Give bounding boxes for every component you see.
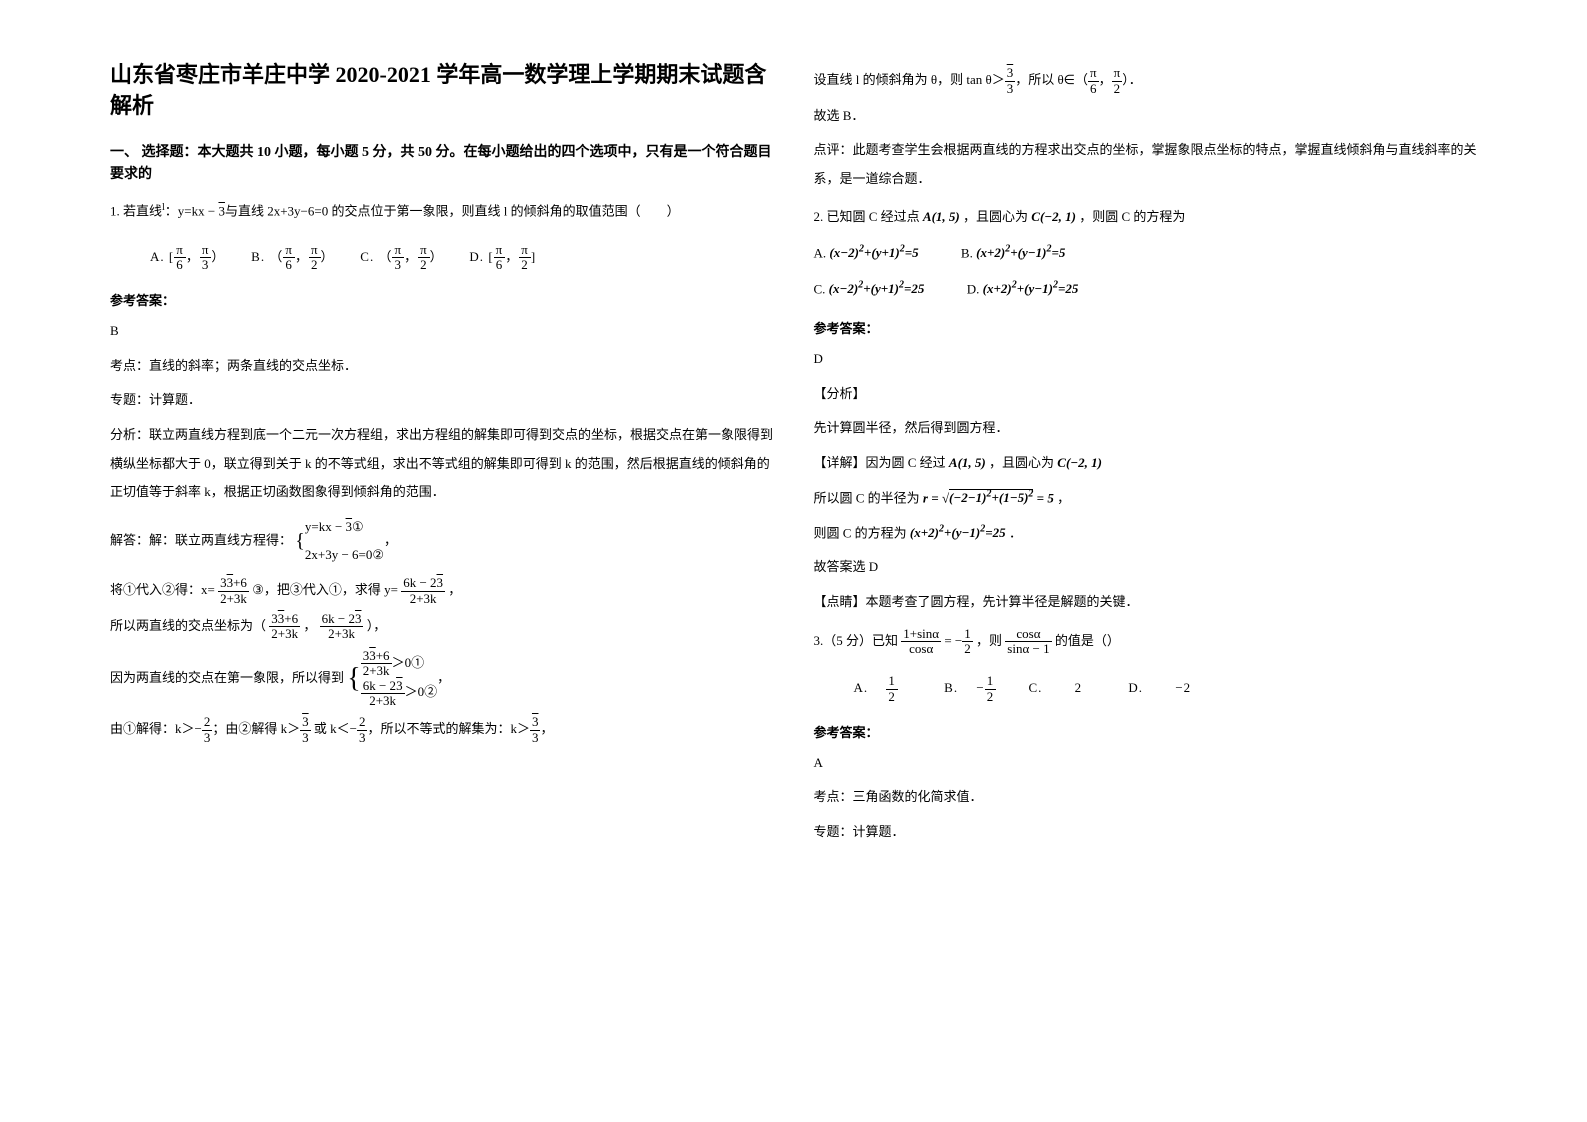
q1-s5c: ③，把③代入①，求得 y= <box>252 582 398 597</box>
q2-point-C: C(−2, 1) <box>1031 209 1076 224</box>
q1-answer-header: 参考答案： <box>110 290 774 309</box>
q1-stem-b: 与直线 2x+3y−6=0 的交点位于第一象限，则直线 l 的倾斜角的取值范围（… <box>225 204 680 219</box>
q2-a6: 故答案选 D <box>814 553 1478 582</box>
q3-s1: 考点：三角函数的化简求值． <box>814 783 1478 812</box>
section-1-header: 一、 选择题：本大题共 10 小题，每小题 5 分，共 50 分。在每小题给出的… <box>110 142 774 187</box>
q1-s6a: 所以两直线的交点坐标为（ <box>110 618 266 633</box>
q2-answer-header: 参考答案： <box>814 318 1478 337</box>
q1-s6c: ， <box>303 618 316 633</box>
q2-a3a: 【详解】因为圆 C 经过 <box>814 455 946 470</box>
q2-a4-r: r = √(−2−1)2+(1−5)2 = 5 <box>923 489 1054 505</box>
q2-optB-v: (x+2)2+(y−1)2=5 <box>976 245 1065 260</box>
q2-opts-row2: C. (x−2)2+(y+1)2=25 D. (x+2)2+(y−1)2=25 <box>814 276 1478 302</box>
q1-s5: 将①代入②得：x= 33+62+3k ③，把③代入①，求得 y= 6k − 23… <box>110 576 774 606</box>
q1-s4: 解答：解：联立两直线方程得： { y=kx − 3① 2x+3y − 6=0② … <box>110 513 774 570</box>
q1-optB-label: B. <box>251 248 265 263</box>
q2-a5: 则圆 C 的方程为 (x+2)2+(y−1)2=25 ． <box>814 519 1478 548</box>
q2-optD-v: (x+2)2+(y−1)2=25 <box>983 281 1079 296</box>
q1-s11: 点评：此题考查学生会根据两直线的方程求出交点的坐标，掌握象限点坐标的特点，掌握直… <box>814 136 1478 193</box>
q2-stem-a: 2. 已知圆 C 经过点 <box>814 209 920 224</box>
q2-a2: 先计算圆半径，然后得到圆方程． <box>814 414 1478 443</box>
q1-optD-label: D. <box>469 248 484 263</box>
q1-s4a: 解答：解：联立两直线方程得： <box>110 532 292 547</box>
q2-stem-c: ，则圆 C 的方程为 <box>1079 209 1185 224</box>
q3-options: A. 12 B. −12 C. 2 D. −2 <box>854 674 1478 704</box>
q1-optC-label: C. <box>360 248 374 263</box>
q2-opts-row1: A. (x−2)2+(y+1)2=5 B. (x+2)2+(y−1)2=5 <box>814 240 1478 266</box>
q3-stem-a: 3.（5 分）已知 <box>814 632 902 647</box>
q2-a4a: 所以圆 C 的半径为 <box>814 490 920 505</box>
q2-a5c: ． <box>1009 525 1022 540</box>
q1-l-sup: l <box>162 202 165 213</box>
q3-optD-v: −2 <box>1175 680 1191 695</box>
q2-a3c: ，且圆心为 <box>989 455 1054 470</box>
q2-a3-C: C(−2, 1) <box>1057 455 1102 470</box>
q1-s8: 由①解得：k＞−23；由②解得 k＞33 或 k＜−23，所以不等式的解集为：k… <box>110 715 774 745</box>
q3-stem: 3.（5 分）已知 1+sinαcosα = −12 ，则 cosαsinα −… <box>814 627 1478 657</box>
q3-stem-b: ，则 <box>976 632 1002 647</box>
q1-optA-label: A. <box>150 248 165 263</box>
q3-optD-l: D. <box>1128 680 1143 695</box>
q2-answer: D <box>814 345 1478 374</box>
q2-a5-eq: (x+2)2+(y−1)2=25 <box>910 525 1006 540</box>
q2-a4c: ， <box>1057 490 1070 505</box>
q1-s4c: ， <box>384 532 397 547</box>
q2-optC-l: C. <box>814 281 826 296</box>
q2-optB-l: B. <box>961 245 973 260</box>
q2-optC-v: (x−2)2+(y+1)2=25 <box>829 281 925 296</box>
q1-s7a: 因为两直线的交点在第一象限，所以得到 <box>110 669 344 684</box>
q1-stem: 1. 若直线l：y=kx − 3与直线 2x+3y−6=0 的交点位于第一象限，… <box>110 198 774 224</box>
q1-answer: B <box>110 317 774 346</box>
q1-s5e: ， <box>448 582 461 597</box>
q2-a5a: 则圆 C 的方程为 <box>814 525 907 540</box>
q1-s3: 分析：联立两直线方程到底一个二元一次方程组，求出方程组的解集即可得到交点的坐标，… <box>110 421 774 507</box>
q2-a1: 【分析】 <box>814 380 1478 409</box>
q2-a3-A: A(1, 5) <box>949 455 986 470</box>
q1-s9: 设直线 l 的倾斜角为 θ，则 tan θ＞33，所以 θ∈（π6，π2）． <box>814 66 1478 96</box>
q2-a7: 【点睛】本题考查了圆方程，先计算半径是解题的关键． <box>814 588 1478 617</box>
q1-s6e: ）， <box>367 618 387 633</box>
q3-s2: 专题：计算题． <box>814 818 1478 847</box>
q3-optC-v: 2 <box>1075 680 1083 695</box>
q1-s7c: ， <box>437 669 450 684</box>
q2-optD-l: D. <box>967 281 980 296</box>
q1-s6: 所以两直线的交点坐标为（ 33+62+3k ， 6k − 232+3k ）， <box>110 612 774 642</box>
q1-s1: 考点：直线的斜率；两条直线的交点坐标． <box>110 352 774 381</box>
q1-s2: 专题：计算题． <box>110 386 774 415</box>
q1-s5a: 将①代入②得：x= <box>110 582 215 597</box>
q3-answer: A <box>814 749 1478 778</box>
q2-optA-v: (x−2)2+(y+1)2=5 <box>829 245 918 260</box>
q1-stem-a: 1. 若直线 <box>110 204 162 219</box>
q2-stem: 2. 已知圆 C 经过点 A(1, 5) ，且圆心为 C(−2, 1) ，则圆 … <box>814 204 1478 230</box>
page-title: 山东省枣庄市羊庄中学 2020-2021 学年高一数学理上学期期末试题含解析 <box>110 60 774 122</box>
q3-stem-c: 的值是（） <box>1055 632 1120 647</box>
q1-options: A. [π6，π3） B. （π6，π2） C. （π3，π2） D. [π6，… <box>150 243 774 273</box>
q1-s10: 故选 B． <box>814 102 1478 131</box>
q3-answer-header: 参考答案： <box>814 722 1478 741</box>
q2-a4: 所以圆 C 的半径为 r = √(−2−1)2+(1−5)2 = 5 ， <box>814 484 1478 513</box>
q3-optC-l: C. <box>1028 680 1042 695</box>
q3-optB-l: B. <box>944 680 958 695</box>
q2-point-A: A(1, 5) <box>923 209 960 224</box>
q1-s7: 因为两直线的交点在第一象限，所以得到 { 33+62+3k＞0① 6k − 23… <box>110 648 774 710</box>
q2-optA-l: A. <box>814 245 827 260</box>
q2-stem-b: ，且圆心为 <box>963 209 1028 224</box>
q3-optA-l: A. <box>854 680 869 695</box>
q2-a3: 【详解】因为圆 C 经过 A(1, 5) ，且圆心为 C(−2, 1) <box>814 449 1478 478</box>
